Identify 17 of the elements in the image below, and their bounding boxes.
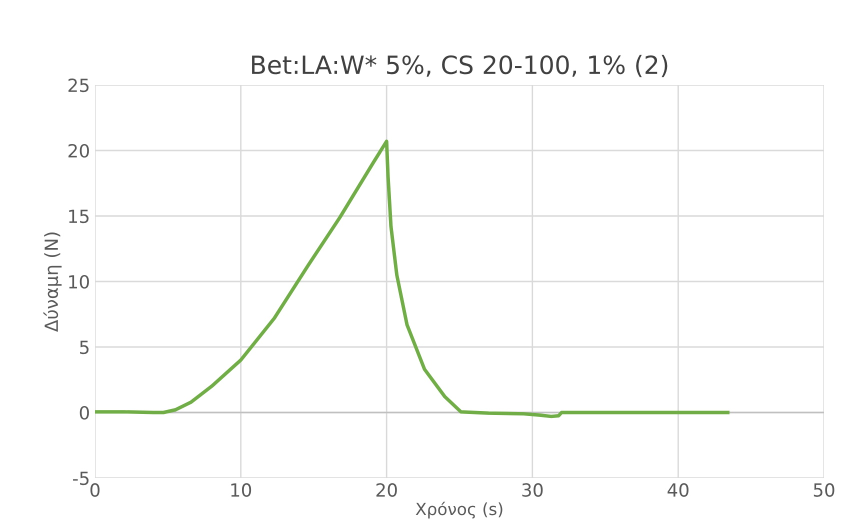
y-axis-title: Δύναμη (N) [43,232,62,332]
y-tick-label: 25 [68,78,89,92]
chart-title: Bet:LA:W* 5%, CS 20-100, 1% (2) [252,54,668,78]
x-tick-label: 10 [231,483,252,497]
x-tick-label: 20 [376,483,397,497]
y-tick-label: 0 [80,406,89,420]
x-axis-title: Χρόνος (s) [416,502,502,519]
y-tick-label: 10 [69,274,89,289]
y-tick-label: 5 [80,340,89,354]
x-tick-label: 0 [90,483,100,497]
x-tick-label: 30 [522,483,543,497]
x-tick-label: 50 [814,483,834,497]
x-tick-label: 40 [668,483,688,497]
y-tick-label: -5 [73,472,89,486]
y-tick-label: 15 [69,210,89,224]
line-series [95,140,730,418]
y-tick-label: 20 [68,144,89,158]
